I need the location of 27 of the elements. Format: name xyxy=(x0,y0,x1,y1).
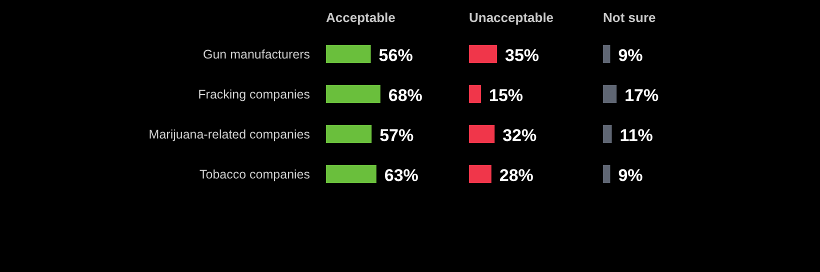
bar xyxy=(469,165,492,183)
data-label: 68% xyxy=(388,86,422,105)
data-label: 63% xyxy=(384,166,418,185)
y-tick-label: Fracking companies xyxy=(198,88,310,102)
bar xyxy=(469,45,497,63)
data-label: 32% xyxy=(502,126,537,145)
data-label: 15% xyxy=(489,86,524,105)
data-label: 35% xyxy=(505,46,540,65)
bar xyxy=(469,125,495,143)
bar xyxy=(326,125,372,143)
bar xyxy=(469,85,481,103)
bar xyxy=(326,85,380,103)
y-tick-label: Marijuana-related companies xyxy=(148,128,310,142)
bar xyxy=(326,45,371,63)
data-label: 28% xyxy=(499,166,534,185)
bar xyxy=(326,165,376,183)
data-label: 9% xyxy=(618,46,643,65)
y-tick-label: Gun manufacturers xyxy=(203,48,310,62)
chart-title: Acceptable xyxy=(326,10,396,25)
data-label: 56% xyxy=(378,46,413,65)
chart-title: Not sure xyxy=(603,10,656,25)
data-label: 57% xyxy=(380,126,414,145)
data-label: 17% xyxy=(624,86,659,105)
data-label: 9% xyxy=(618,166,643,185)
chart-title: Unacceptable xyxy=(469,10,554,25)
y-tick-label: Tobacco companies xyxy=(200,168,310,182)
data-label: 11% xyxy=(620,126,653,145)
